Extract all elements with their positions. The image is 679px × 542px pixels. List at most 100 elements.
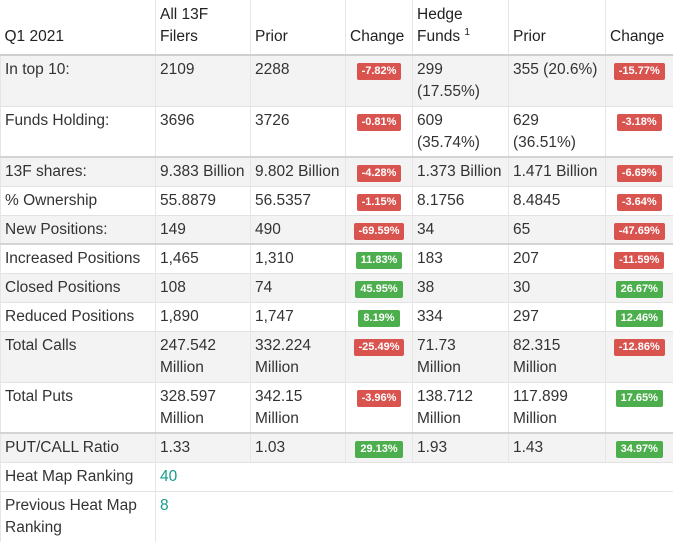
hedge-funds-value: 138.712 Million — [412, 381, 509, 433]
all-filers-value: 1,465 — [155, 243, 251, 273]
all-filers-value: 149 — [155, 214, 251, 244]
all-filers-prior: 342.15 Million — [250, 381, 346, 433]
previous-heat-map-ranking-label: Previous Heat Map Ranking — [0, 490, 156, 542]
table-row: Closed Positions 108 74 45.95% 38 30 26.67% — [0, 272, 673, 302]
all-filers-prior: 56.5357 — [250, 185, 346, 215]
row-label: PUT/CALL Ratio — [0, 432, 156, 462]
table-row: Reduced Positions 1,890 1,747 8.19% 334 297 12… — [0, 301, 673, 331]
change-badge: -11.59% — [614, 252, 665, 269]
change-badge: 17.65% — [615, 389, 663, 407]
hedge-funds-prior: 1.43 — [508, 432, 606, 462]
change-badge: 12.46% — [615, 309, 663, 327]
footnote-marker[interactable]: 1 — [464, 26, 470, 38]
all-filers-change-cell: -4.28% — [345, 156, 413, 186]
change-badge: -3.18% — [616, 113, 662, 131]
table-row: PUT/CALL Ratio 1.33 1.03 29.13% 1.93 1.43 34.9… — [0, 432, 673, 462]
all-filers-prior: 1.03 — [250, 432, 346, 462]
row-label: New Positions: — [0, 214, 156, 244]
change-badge: 11.83% — [355, 252, 403, 269]
all-filers-value: 328.597 Million — [155, 381, 251, 433]
header-prior: Prior — [250, 0, 346, 56]
hedge-funds-prior: 8.4845 — [508, 185, 606, 215]
table-row: In top 10: 2109 2288 -7.82% 299 (17.55%) 355 … — [0, 54, 673, 106]
hedge-funds-prior: 297 — [508, 301, 606, 331]
all-filers-prior: 332.224 Million — [250, 330, 346, 382]
change-badge: -3.64% — [616, 193, 662, 211]
change-badge: 45.95% — [355, 280, 403, 298]
all-filers-prior: 74 — [250, 272, 346, 302]
hedge-funds-change-cell: -47.69% — [605, 214, 673, 244]
change-badge: 8.19% — [358, 309, 400, 327]
all-filers-value: 1.33 — [155, 432, 251, 462]
hedge-funds-change-cell: 17.65% — [605, 381, 673, 433]
all-filers-value: 55.8879 — [155, 185, 251, 215]
hedge-funds-value: 1.93 — [412, 432, 509, 462]
all-filers-change-cell: 45.95% — [345, 272, 413, 302]
all-filers-change-cell: -0.81% — [345, 105, 413, 157]
table-row: Total Puts 328.597 Million 342.15 Million -… — [0, 381, 673, 433]
row-label: Closed Positions — [0, 272, 156, 302]
header-row: Q1 2021 All 13F Filers Prior Change Hedg… — [0, 0, 673, 56]
all-filers-change-cell: 29.13% — [345, 432, 413, 462]
table-row: % Ownership 55.8879 56.5357 -1.15% 8.1756 8.4… — [0, 185, 673, 215]
hedge-funds-prior: 1.471 Billion — [508, 156, 606, 186]
row-label: In top 10: — [0, 54, 156, 106]
hedge-funds-value: 183 — [412, 243, 509, 273]
change-badge: -15.77% — [613, 63, 665, 80]
header-hf-prior: Prior — [508, 0, 606, 56]
change-badge: -3.96% — [356, 389, 402, 407]
row-label: Total Calls — [0, 330, 156, 382]
hedge-funds-value: 609 (35.74%) — [412, 105, 509, 157]
heat-map-ranking-row: Heat Map Ranking 40 — [0, 461, 673, 491]
table-row: Funds Holding: 3696 3726 -0.81% 609 (35.74%)… — [0, 105, 673, 157]
hedge-funds-change-cell: 12.46% — [605, 301, 673, 331]
all-filers-change-cell: 11.83% — [345, 243, 413, 273]
change-badge: 26.67% — [615, 280, 663, 298]
hedge-funds-change-cell: -3.18% — [605, 105, 673, 157]
change-badge: -25.49% — [353, 338, 405, 356]
all-filers-change-cell: -1.15% — [345, 185, 413, 215]
hedge-funds-prior: 207 — [508, 243, 606, 273]
change-badge: 29.13% — [355, 441, 403, 458]
hedge-funds-value: 34 — [412, 214, 509, 244]
change-badge: -47.69% — [613, 222, 665, 240]
change-badge: -6.69% — [616, 165, 662, 182]
hedge-funds-change-cell: -3.64% — [605, 185, 673, 215]
header-all-filers: All 13F Filers — [155, 0, 251, 56]
change-badge: -7.82% — [356, 63, 402, 80]
all-filers-value: 108 — [155, 272, 251, 302]
previous-heat-map-ranking-value[interactable]: 8 — [155, 490, 673, 542]
heat-map-ranking-label: Heat Map Ranking — [0, 461, 156, 491]
all-filers-value: 2109 — [155, 54, 251, 106]
all-filers-value: 9.383 Billion — [155, 156, 251, 186]
change-badge: -4.28% — [356, 165, 402, 182]
heat-map-ranking-value[interactable]: 40 — [155, 461, 673, 491]
change-badge: -69.59% — [353, 222, 405, 240]
hedge-funds-change-cell: 34.97% — [605, 432, 673, 462]
hedge-funds-prior: 629 (36.51%) — [508, 105, 606, 157]
header-change: Change — [345, 0, 413, 56]
header-hedge-funds-label: Hedge Funds — [417, 6, 463, 45]
row-label: Funds Holding: — [0, 105, 156, 157]
all-filers-prior: 9.802 Billion — [250, 156, 346, 186]
row-label: % Ownership — [0, 185, 156, 215]
table-row: Total Calls 247.542 Million 332.224 Millio… — [0, 330, 673, 382]
all-filers-change-cell: -69.59% — [345, 214, 413, 244]
all-filers-value: 247.542 Million — [155, 330, 251, 382]
all-filers-change-cell: -25.49% — [345, 330, 413, 382]
change-badge: -0.81% — [356, 113, 402, 131]
change-badge: 34.97% — [615, 441, 663, 458]
hedge-funds-prior: 30 — [508, 272, 606, 302]
hedge-funds-value: 8.1756 — [412, 185, 509, 215]
hedge-funds-prior: 117.899 Million — [508, 381, 606, 433]
all-filers-change-cell: -7.82% — [345, 54, 413, 106]
hedge-funds-prior: 355 (20.6%) — [508, 54, 606, 106]
all-filers-change-cell: -3.96% — [345, 381, 413, 433]
previous-heat-map-ranking-row: Previous Heat Map Ranking 8 — [0, 490, 673, 542]
header-hedge-funds: Hedge Funds 1 — [412, 0, 509, 56]
change-badge: -12.86% — [613, 338, 665, 356]
all-filers-prior: 1,310 — [250, 243, 346, 273]
hedge-funds-prior: 82.315 Million — [508, 330, 606, 382]
change-badge: -1.15% — [356, 193, 402, 211]
